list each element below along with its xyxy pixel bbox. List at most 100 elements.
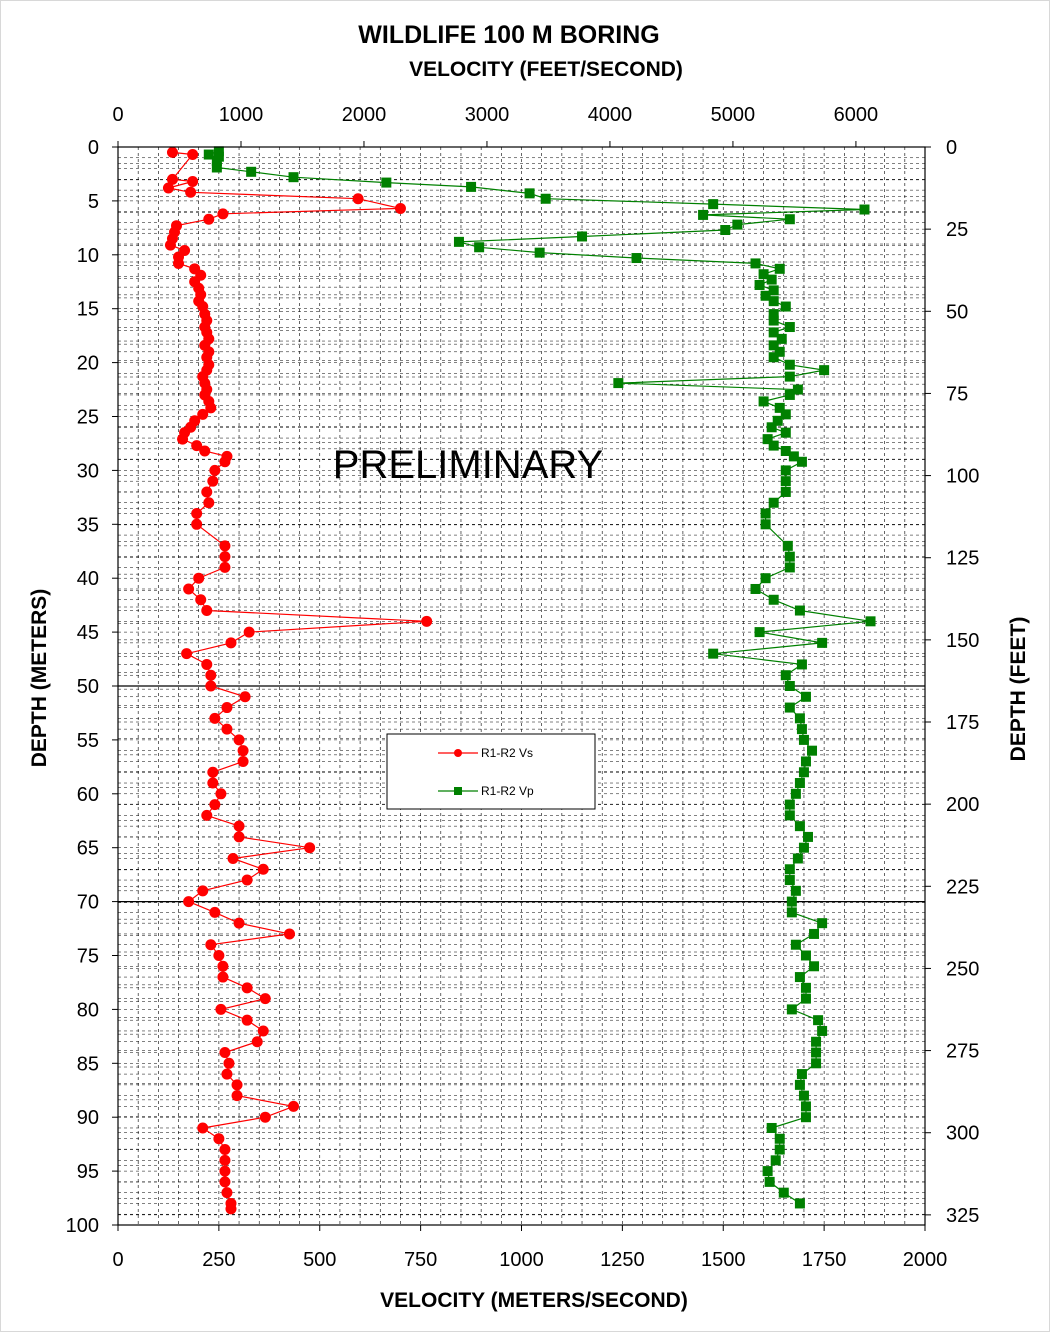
series-vp-point (764, 1176, 775, 1187)
x-tick-label: 500 (303, 1249, 336, 1271)
y-tick-label: 80 (77, 999, 99, 1021)
series-vp-point (774, 1144, 785, 1155)
series-vs-point (187, 149, 199, 161)
series-vs-point (221, 702, 233, 714)
series-vs-point (207, 766, 219, 778)
top-tick-label: 0 (112, 104, 123, 126)
x-axis-label: VELOCITY (METERS/SECOND) (380, 1289, 688, 1312)
series-vp-point (453, 236, 464, 247)
series-vs-point (201, 658, 213, 670)
series-vp-point (790, 788, 801, 799)
y-tick-label: 60 (77, 784, 99, 806)
y-tick-label: 55 (77, 730, 99, 752)
series-vp-point (792, 384, 803, 395)
right-tick-label: 50 (946, 301, 968, 323)
right-tick-label: 75 (946, 383, 968, 405)
series-vs-point (195, 594, 207, 606)
series-vp-line (208, 150, 871, 1204)
series-vp-point (794, 821, 805, 832)
right-tick-label: 150 (946, 630, 979, 652)
series-vp-point (766, 422, 777, 433)
series-vs-point (288, 1100, 300, 1112)
series-vs-point (243, 626, 255, 638)
legend-vs-label: R1-R2 Vs (481, 746, 533, 760)
series-vp-point (750, 258, 761, 269)
right-tick-label: 225 (946, 876, 979, 898)
legend-vp-label: R1-R2 Vp (481, 784, 534, 798)
series-vp-point (784, 389, 795, 400)
series-vs-point (164, 239, 176, 251)
series-vp-point (631, 253, 642, 264)
series-vp-point (768, 440, 779, 451)
top-tick-label: 3000 (465, 104, 510, 126)
series-vs-point (217, 208, 229, 220)
series-vp-point (800, 1112, 811, 1123)
series-vp-point (786, 907, 797, 918)
series-vs-point (219, 1176, 231, 1188)
series-vp-point (381, 177, 392, 188)
series-vp-point (780, 670, 791, 681)
series-vp-point (811, 1047, 822, 1058)
series-vp-point (768, 309, 779, 320)
series-vp-point (768, 315, 779, 326)
series-vp-point (770, 1155, 781, 1166)
series-vs-point (199, 445, 211, 457)
series-vp-point (754, 279, 765, 290)
y-tick-label: 10 (77, 245, 99, 267)
series-vs-point (215, 788, 227, 800)
series-vs-point (352, 193, 364, 205)
y-tick-label: 40 (77, 568, 99, 590)
series-vp-point (211, 156, 222, 167)
series-vs-point (217, 960, 229, 972)
series-vs-point (201, 809, 213, 821)
series-vp-point (807, 745, 818, 756)
series-vp-point (768, 352, 779, 363)
right-tick-label: 300 (946, 1123, 979, 1145)
series-vp-point (778, 1187, 789, 1198)
y-tick-label: 85 (77, 1053, 99, 1075)
series-vs-point (241, 874, 253, 886)
series-vp-point (774, 402, 785, 413)
series-vs-point (177, 433, 189, 445)
series-vp-point (780, 409, 791, 420)
series-vp-point (784, 359, 795, 370)
y-tick-label: 90 (77, 1107, 99, 1129)
series-vp-point (708, 648, 719, 659)
series-vp-point (784, 322, 795, 333)
series-vs-point (257, 1025, 269, 1037)
series-vs-point (166, 173, 178, 185)
series-vp-point (796, 724, 807, 735)
series-vs-point (205, 680, 217, 692)
series-vp-point (809, 928, 820, 939)
series-vp-point (780, 486, 791, 497)
series-vp-point (774, 263, 785, 274)
series-vp-point (794, 605, 805, 616)
x-tick-label: 1000 (499, 1249, 544, 1271)
series-vp-point (794, 713, 805, 724)
series-vp-point (788, 451, 799, 462)
tick-labels: 0 250 500 750 1000 1250 1500 1750 20000510152025… (66, 104, 980, 1271)
right-tick-label: 125 (946, 548, 979, 570)
series-vp-point (794, 778, 805, 789)
top-tick-label: 1000 (219, 104, 264, 126)
y-tick-label: 15 (77, 299, 99, 321)
series-vp-point (780, 427, 791, 438)
series-vs-point (231, 1079, 243, 1091)
y-tick-label: 45 (77, 622, 99, 644)
series-vp-point (768, 285, 779, 296)
y-tick-label: 0 (88, 137, 99, 159)
series-vp-point (774, 346, 785, 357)
series-vp-point (766, 1122, 777, 1133)
series-vs-point (259, 993, 271, 1005)
series-vs-point (283, 928, 295, 940)
series-vp-point (794, 1198, 805, 1209)
series-vs-point (193, 572, 205, 584)
series-vs-point (209, 906, 221, 918)
series-vp-point (203, 149, 214, 160)
series-vs-point (187, 175, 199, 187)
y-tick-label: 50 (77, 676, 99, 698)
series-vp-point (790, 885, 801, 896)
series-vs-point (217, 971, 229, 983)
series-vp-point (768, 497, 779, 508)
series-vp-point (817, 637, 828, 648)
